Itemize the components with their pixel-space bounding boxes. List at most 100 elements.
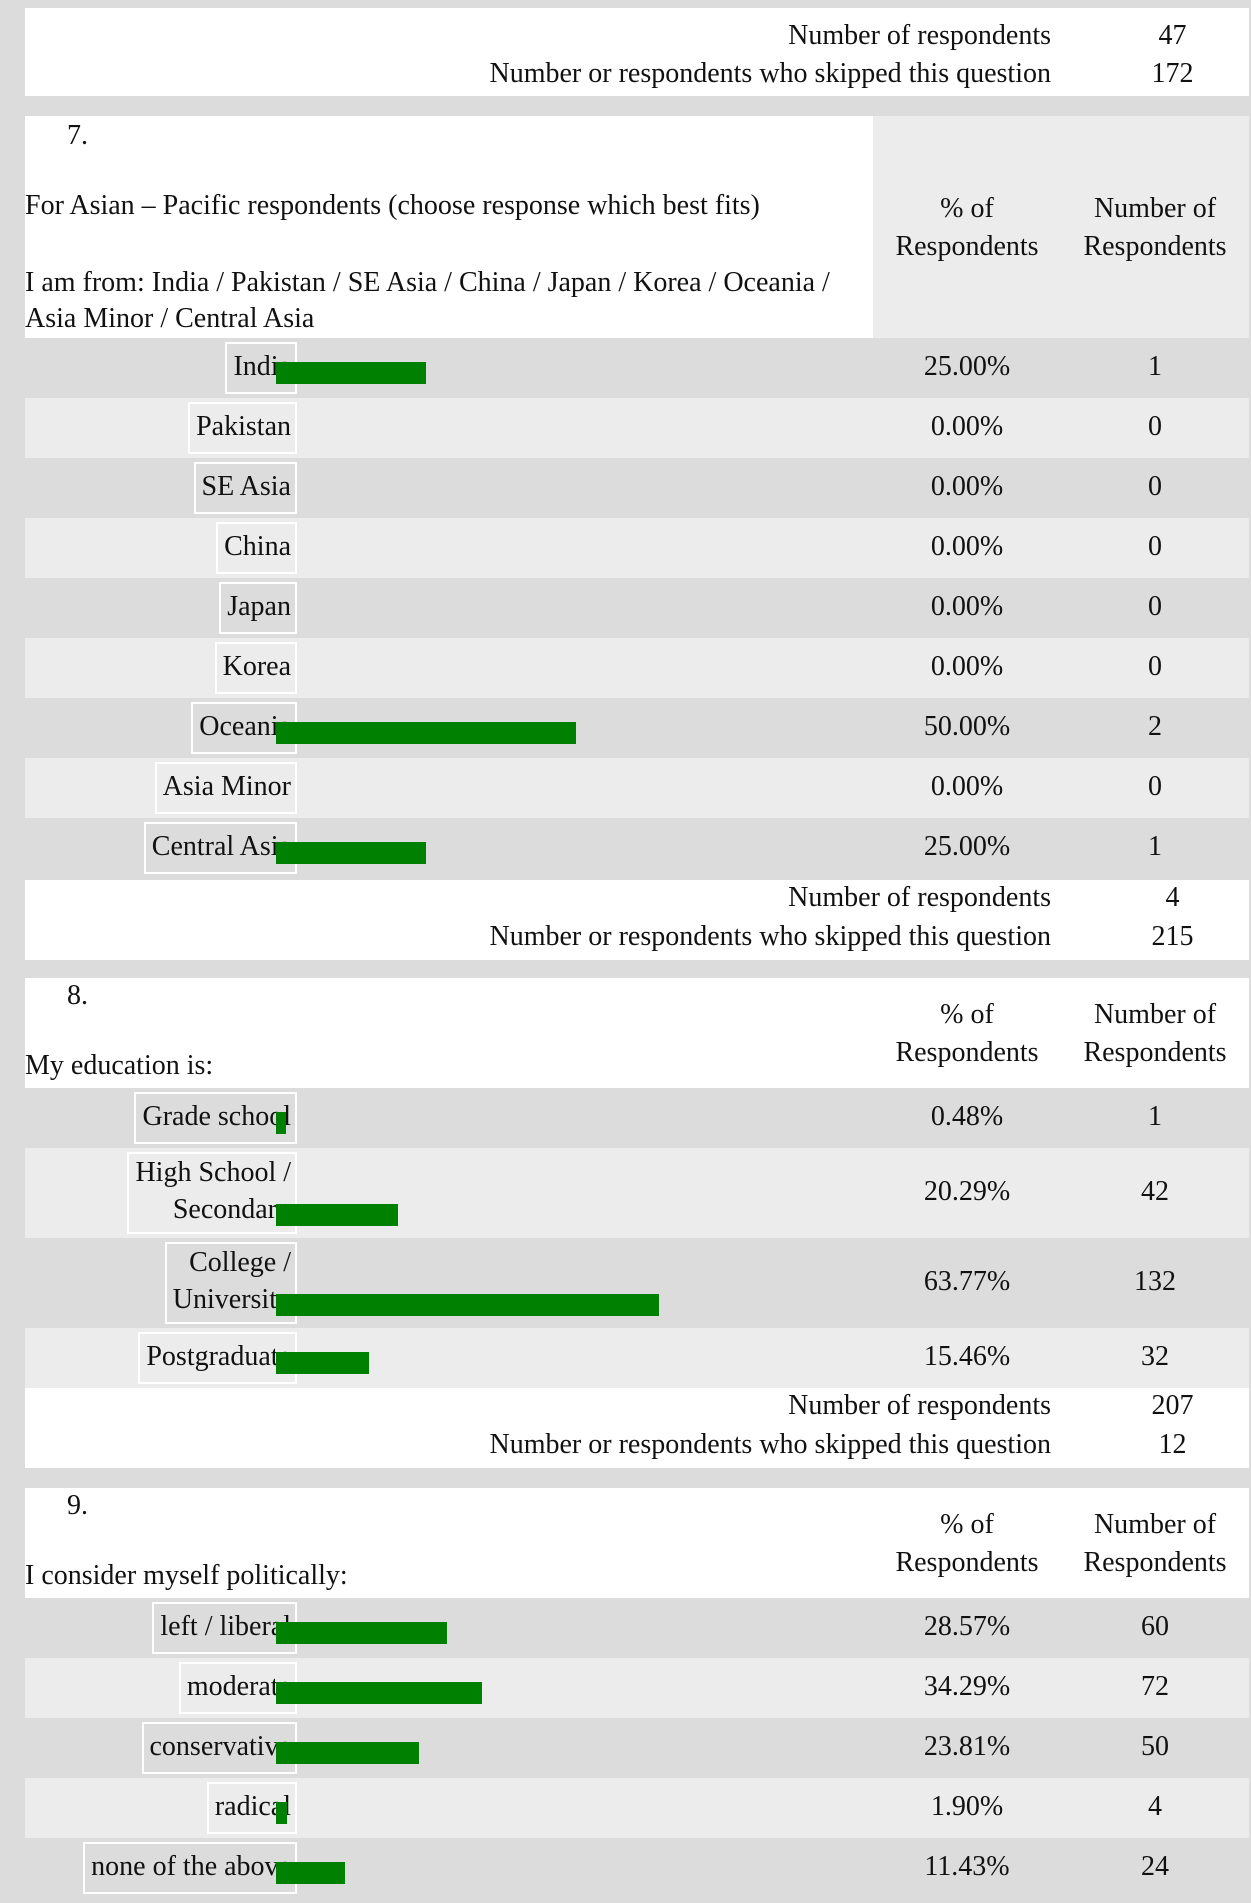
count-value: 42: [1141, 1176, 1169, 1207]
answer-label: Korea: [214, 642, 297, 694]
pct-column-header: % of Respondents: [895, 1509, 1039, 1578]
percent-value: 25.00%: [923, 831, 1011, 862]
percent-value: 0.00%: [930, 771, 1004, 802]
percentage-bar: [276, 722, 576, 744]
percentage-bar: [276, 1204, 398, 1226]
percent-value: 0.00%: [930, 411, 1004, 442]
count-value: 0: [1148, 651, 1162, 682]
percentage-bar: [276, 1682, 482, 1704]
count-value: 4: [1148, 1791, 1162, 1822]
q8-summary: Number of respondents 207 Number or resp…: [25, 1388, 1249, 1468]
question-text: For Asian – Pacific respondents (choose …: [25, 190, 760, 221]
answer-row: Asia Minor 0.00% 0: [25, 758, 1249, 818]
percent-value: 1.90%: [930, 1791, 1004, 1822]
percent-value: 0.00%: [930, 471, 1004, 502]
skipped-count: 215: [1151, 921, 1194, 952]
q8-header: 8. My education is: % of Respondents Num…: [25, 978, 1249, 1088]
question-text: My education is:: [25, 1050, 214, 1081]
percentage-bar: [276, 842, 426, 864]
count-value: 72: [1141, 1671, 1169, 1702]
answer-label: Oceania: [191, 702, 297, 754]
answer-row: conservative 23.81% 50: [25, 1718, 1249, 1778]
pct-column-header: % of Respondents: [895, 999, 1039, 1068]
column-header-box: [873, 978, 1249, 1088]
percent-value: 23.81%: [923, 1731, 1011, 1762]
answer-label: China: [216, 522, 297, 574]
percent-value: 0.48%: [930, 1101, 1004, 1132]
percent-value: 28.57%: [923, 1611, 1011, 1642]
percentage-bar: [276, 1802, 288, 1824]
q6-summary: Number of respondents 47 Number or respo…: [25, 8, 1249, 96]
column-header-box: [873, 1488, 1249, 1598]
count-column-header: Number of Respondents: [1083, 193, 1227, 262]
q7-header: 7. For Asian – Pacific respondents (choo…: [25, 116, 1249, 338]
count-value: 32: [1141, 1341, 1169, 1372]
count-value: 2: [1148, 711, 1162, 742]
percent-value: 50.00%: [923, 711, 1011, 742]
answer-row: none of the above 11.43% 24: [25, 1838, 1249, 1898]
question-subtext: I am from: India / Pakistan / SE Asia / …: [25, 267, 830, 334]
skipped-count: 172: [1151, 58, 1194, 89]
count-value: 50: [1141, 1731, 1169, 1762]
skipped-label: Number or respondents who skipped this q…: [489, 58, 1052, 89]
count-value: 1: [1148, 831, 1162, 862]
respondents-label: Number of respondents: [788, 882, 1051, 913]
question-number: 9.: [67, 1490, 88, 1521]
count-value: 1: [1148, 351, 1162, 382]
answer-row: Central Asia 25.00% 1: [25, 818, 1249, 878]
percent-value: 25.00%: [923, 351, 1011, 382]
answer-row: India 25.00% 1: [25, 338, 1249, 398]
q9-header: 9. I consider myself politically: % of R…: [25, 1488, 1249, 1598]
answer-row: left / liberal 28.57% 60: [25, 1598, 1249, 1658]
count-value: 132: [1134, 1266, 1176, 1297]
pct-column-header: % of Respondents: [895, 193, 1039, 262]
question-number: 8.: [67, 980, 88, 1011]
answer-label: Asia Minor: [154, 762, 297, 814]
percent-value: 15.46%: [923, 1341, 1011, 1372]
percentage-bar: [276, 1742, 419, 1764]
answer-label: left / liberal: [152, 1602, 297, 1654]
answer-label: none of the above: [83, 1842, 297, 1894]
answer-label: Pakistan: [188, 402, 297, 454]
percentage-bar: [276, 1862, 345, 1884]
answer-row: Pakistan 0.00% 0: [25, 398, 1249, 458]
percent-value: 34.29%: [923, 1671, 1011, 1702]
answer-row: College / University 63.77% 132: [25, 1238, 1249, 1328]
percentage-bar: [276, 1112, 286, 1134]
count-value: 0: [1148, 411, 1162, 442]
percent-value: 0.00%: [930, 591, 1004, 622]
percent-value: 11.43%: [924, 1851, 1010, 1882]
answer-row: High School / Secondary 20.29% 42: [25, 1148, 1249, 1238]
count-value: 0: [1148, 771, 1162, 802]
answer-row: Japan 0.00% 0: [25, 578, 1249, 638]
answer-label: Japan: [219, 582, 297, 634]
count-value: 24: [1141, 1851, 1169, 1882]
answer-row: Korea 0.00% 0: [25, 638, 1249, 698]
answer-row: Postgraduate 15.46% 32: [25, 1328, 1249, 1388]
answer-label: High School / Secondary: [127, 1152, 297, 1234]
answer-row: moderate 34.29% 72: [25, 1658, 1249, 1718]
column-header-box: [873, 116, 1249, 338]
percentage-bar: [276, 362, 426, 384]
answer-label: moderate: [178, 1662, 297, 1714]
question-number: 7.: [67, 120, 88, 151]
answer-label: SE Asia: [193, 462, 297, 514]
percentage-bar: [276, 1294, 659, 1316]
skipped-label: Number or respondents who skipped this q…: [489, 921, 1052, 952]
respondents-count: 4: [1165, 882, 1180, 913]
percent-value: 0.00%: [930, 651, 1004, 682]
answer-row: Oceania 50.00% 2: [25, 698, 1249, 758]
skipped-label: Number or respondents who skipped this q…: [489, 1429, 1052, 1460]
q7-summary: Number of respondents 4 Number or respon…: [25, 880, 1249, 960]
answer-label: Central Asia: [143, 822, 297, 874]
respondents-label: Number of respondents: [788, 1390, 1051, 1421]
count-column-header: Number of Respondents: [1083, 999, 1227, 1068]
respondents-count: 207: [1151, 1390, 1194, 1421]
count-value: 0: [1148, 591, 1162, 622]
answer-label: Grade school: [134, 1092, 297, 1144]
count-value: 1: [1148, 1101, 1162, 1132]
answer-row: Grade school 0.48% 1: [25, 1088, 1249, 1148]
respondents-label: Number of respondents: [788, 20, 1051, 51]
answer-label: conservative: [141, 1722, 297, 1774]
